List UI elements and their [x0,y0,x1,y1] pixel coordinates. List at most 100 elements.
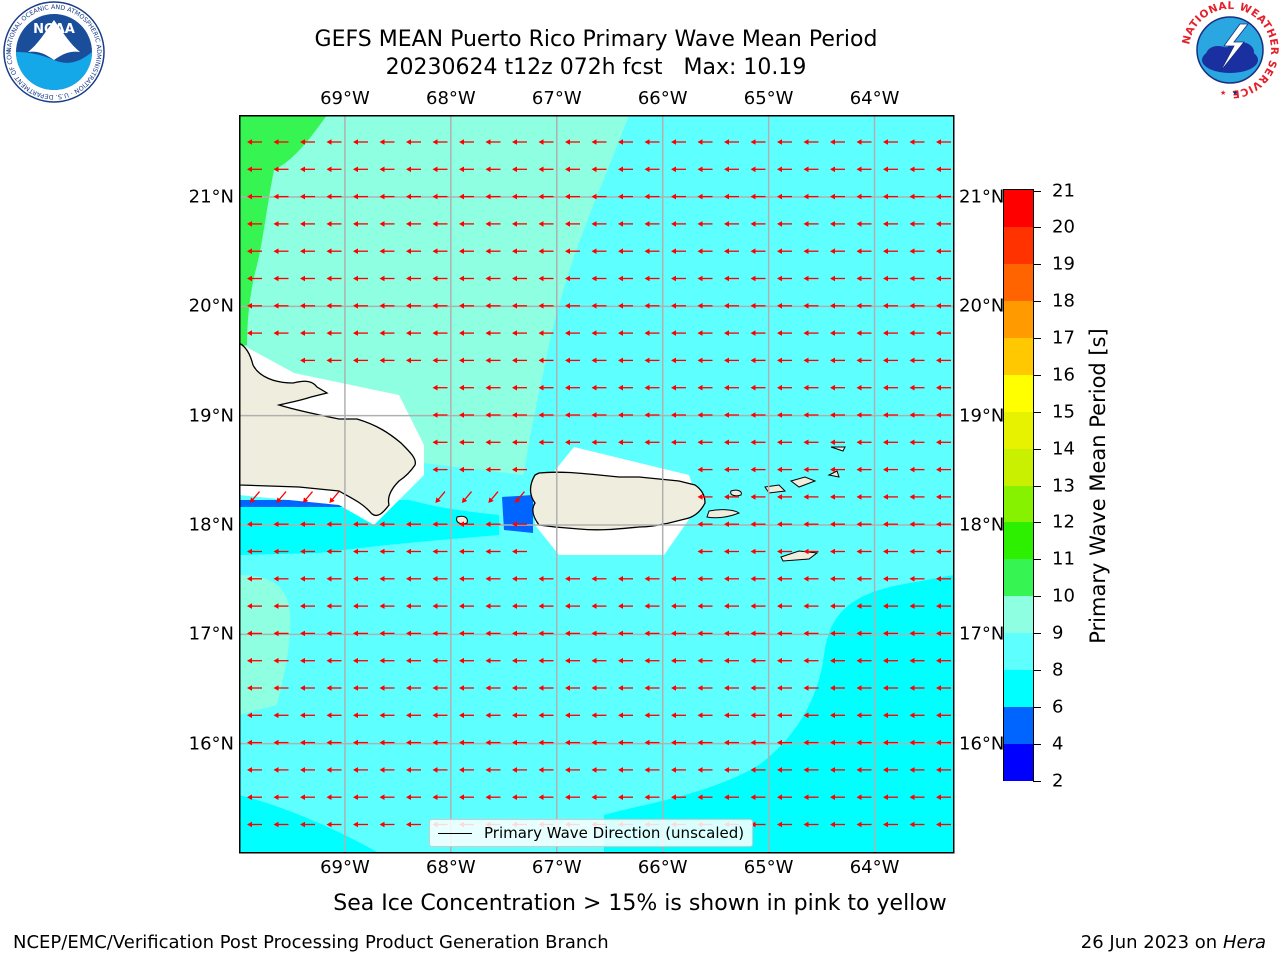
wave-direction-arrow [936,275,951,282]
wave-direction-arrow [618,739,633,746]
wave-direction-arrow [432,739,448,746]
wave-direction-arrow [326,357,342,364]
wave-direction-arrow [724,712,739,719]
wave-direction-arrow [485,466,501,473]
wave-direction-arrow [300,221,315,227]
wave-direction-arrow [273,630,289,637]
colorbar-tick [1033,522,1041,524]
colorbar [1003,189,1034,781]
wave-direction-arrow [300,739,315,746]
wave-direction-arrow [909,330,925,336]
wave-direction-arrow [777,657,792,664]
colorbar-tick-label: 6 [1052,696,1064,718]
wave-direction-arrow [406,193,421,200]
wave-direction-arrow [883,357,898,364]
wave-direction-arrow [803,685,819,691]
wave-direction-arrow [856,384,872,391]
wave-direction-arrow [618,303,633,309]
wave-direction-arrow [459,248,474,254]
wave-direction-arrow [936,139,951,145]
hispaniola-land [239,342,417,517]
wave-direction-arrow [459,384,474,391]
wave-direction-arrow [247,794,262,800]
wave-direction-arrow [432,712,448,719]
wave-direction-arrow [538,657,554,664]
wave-direction-arrow [644,712,660,719]
colorbar-segment [1004,595,1033,633]
wave-direction-arrow [830,739,845,746]
wave-direction-arrow [591,166,607,173]
wave-direction-arrow [644,412,660,418]
wave-direction-arrow [512,303,527,309]
wave-direction-arrow [485,685,501,691]
colorbar-tick [1033,338,1041,339]
wave-direction-arrow [512,330,527,336]
axis-tick-label: 64°W [849,857,900,878]
wave-direction-arrow [591,330,607,336]
colorbar-segment [1004,743,1033,781]
wave-direction-arrow [830,330,845,336]
colorbar-segment [1004,263,1033,302]
wave-direction-arrow [803,603,819,609]
wave-direction-arrow [459,767,474,773]
wave-direction-arrow [697,193,713,200]
colorbar-segment [1004,190,1033,228]
wave-direction-arrow [406,275,421,282]
wave-direction-arrow [936,657,951,664]
wave-direction-arrow [485,303,501,309]
wave-direction-arrow [644,630,660,637]
colorbar-tick [1033,190,1041,192]
wave-direction-arrow [618,248,633,254]
axis-tick-label: 18°N [959,514,1005,536]
wave-direction-arrow [618,412,633,418]
wave-direction-arrow [750,139,766,145]
wave-direction-arrow [777,630,792,637]
wave-direction-arrow [406,221,421,227]
wave-direction-arrow [300,657,315,664]
wave-direction-arrow [247,603,262,609]
wave-direction-arrow [565,603,580,609]
wave-direction-arrow [565,685,580,691]
wave-direction-arrow [909,412,925,418]
wave-direction-arrow [697,357,713,364]
wave-direction-arrow [326,821,342,828]
svg-text:★: ★ [1232,89,1238,97]
wave-direction-arrow [724,548,739,555]
wave-direction-arrow [671,576,686,582]
wave-direction-arrow [326,275,342,282]
wave-direction-arrow [697,221,713,227]
wave-direction-arrow [326,139,342,145]
wave-direction-arrow [485,794,501,800]
wave-direction-arrow [909,603,925,609]
wave-direction-arrow [750,193,766,200]
wave-direction-arrow [326,739,342,746]
wave-direction-arrow [830,139,845,145]
wave-direction-arrow [488,491,499,504]
wave-direction-arrow [909,303,925,309]
colorbar-tick-label: 16 [1052,364,1075,386]
wave-direction-arrow [830,439,845,446]
wave-direction-arrow [856,412,872,418]
wave-direction-arrow [273,657,289,664]
wave-direction-arrow [379,767,395,773]
wave-direction-arrow [485,603,501,609]
wave-direction-arrow [856,767,872,773]
colorbar-tick-label: 2 [1052,770,1064,791]
wave-direction-arrow [856,576,872,582]
wave-direction-arrow [777,712,792,719]
colorbar-tick [1033,706,1041,708]
wave-direction-arrow [750,221,766,227]
wave-direction-arrow [803,439,819,446]
wave-direction-arrow [432,767,448,773]
wave-direction-arrow [591,685,607,691]
wave-direction-arrow [461,491,472,504]
wave-direction-arrow [936,330,951,336]
wave-direction-arrow [591,221,607,227]
wave-direction-arrow [591,630,607,637]
wave-direction-arrow [909,221,925,227]
colorbar-segment [1004,632,1033,670]
wave-direction-arrow [671,685,686,691]
colorbar-segment [1004,226,1033,265]
wave-direction-arrow [459,794,474,800]
wave-direction-arrow [565,330,580,336]
